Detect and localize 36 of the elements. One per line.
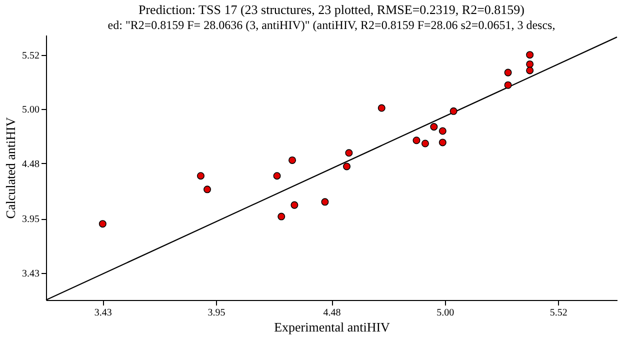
point — [430, 123, 438, 131]
point — [278, 212, 286, 220]
point — [438, 127, 446, 135]
point — [288, 156, 296, 164]
point — [438, 138, 446, 146]
point — [273, 172, 281, 180]
point — [412, 136, 420, 144]
x-tick-label: 5.00 — [436, 308, 454, 318]
y-tick-label: 3.95 — [22, 214, 40, 226]
y-axis-title: Calculated antiHIV — [3, 116, 18, 219]
point — [504, 68, 512, 76]
point — [421, 140, 429, 148]
point — [321, 198, 329, 206]
x-tick-label: 3.95 — [208, 308, 226, 318]
point — [343, 162, 351, 170]
x-tick-label: 5.52 — [550, 308, 568, 318]
y-tick-label: 5.00 — [22, 104, 40, 116]
point — [345, 149, 353, 157]
y-tick-label: 4.48 — [22, 158, 40, 170]
point — [378, 104, 386, 112]
y-tick-label: 3.43 — [22, 268, 40, 280]
point — [504, 81, 512, 89]
point — [204, 186, 212, 194]
point — [526, 60, 534, 68]
chart-title: Prediction: TSS 17 (23 structures, 23 plotted, RMSE=0.2319, R2=0.8159) — [138, 2, 525, 17]
chart-subtitle: ed: "R2=0.8159 F= 28.0636 (3, antiHIV)" (antiHIV, R2=0.8159 F=28.06 s2=0.0651, 3 descs, — [108, 18, 556, 32]
x-axis-title: Experimental antiHIV — [274, 320, 391, 334]
point — [98, 220, 106, 228]
x-tick-label: 3.43 — [94, 308, 112, 318]
point — [290, 201, 298, 209]
point — [196, 172, 204, 180]
point — [526, 51, 534, 59]
x-tick-label: 4.48 — [323, 308, 341, 318]
point — [526, 66, 534, 74]
y-tick-label: 5.52 — [22, 50, 40, 62]
point — [450, 107, 458, 115]
